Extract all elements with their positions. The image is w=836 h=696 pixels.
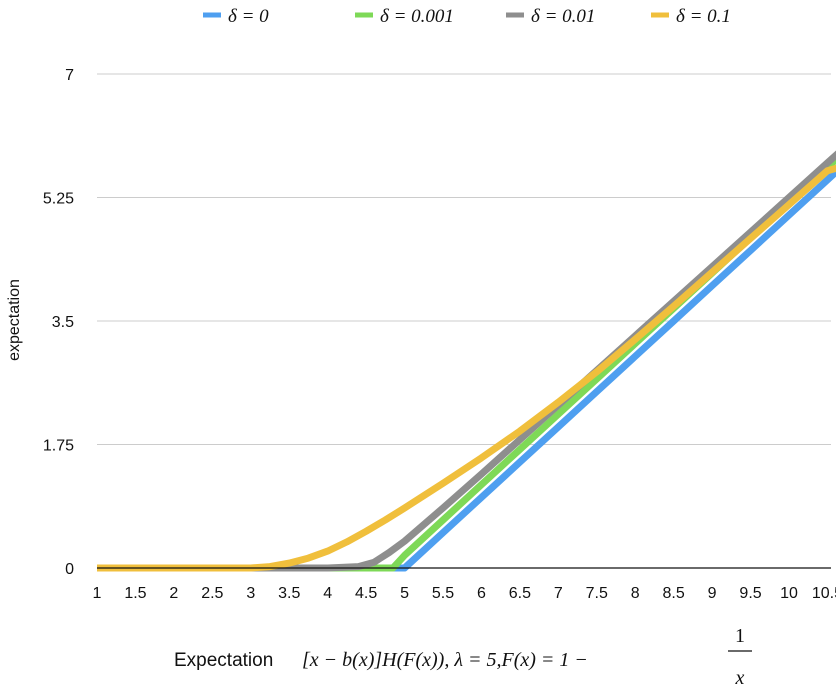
x-tick-label: 6.5 [509,585,531,602]
x-tick-label: 10.5 [812,585,836,602]
x-tick-label: 10 [780,585,798,602]
legend-entry: δ = 0.1 [676,6,731,27]
chart-title-formula: [x − b(x)]H(F(x)), λ = 5,F(x) = 1 − [302,649,588,671]
y-axis-ticks: 0 1.75 3.5 5.25 7 [43,67,74,578]
chart-title-text: Expectation [174,650,273,671]
x-tick-label: 4 [323,585,332,602]
x-tick-label: 1.5 [124,585,146,602]
x-tick-label: 1 [93,585,102,602]
series-line [97,167,836,572]
x-tick-label: 3 [246,585,255,602]
x-tick-label: 9.5 [739,585,761,602]
x-axis-ticks: 1 1.5 2 2.5 3 3.5 4 4.5 5 5.5 6 6.5 7 7.5 8 8.5 9 9.5 10 10… [93,585,836,602]
x-tick-label: 7 [554,585,563,602]
legend: δ = 0 δ = 0.001 δ = 0.01 δ = 0.1 [203,6,731,27]
x-tick-label: 6 [477,585,486,602]
legend-entry: δ = 0.01 [531,6,595,27]
y-tick-label: 5.25 [43,191,74,208]
series-line [97,154,836,572]
x-tick-label: 9 [708,585,717,602]
series-lines [97,150,836,572]
x-tick-label: 5 [400,585,409,602]
legend-entry: δ = 0 [228,6,269,27]
gridlines [97,73,831,445]
x-tick-label: 2.5 [201,585,223,602]
y-tick-label: 7 [65,67,74,84]
y-tick-label: 3.5 [52,314,74,331]
x-tick-label: 7.5 [586,585,608,602]
x-tick-label: 8.5 [663,585,685,602]
x-tick-label: 4.5 [355,585,377,602]
x-tick-label: 3.5 [278,585,300,602]
y-tick-label: 1.75 [43,438,74,455]
x-tick-label: 8 [631,585,640,602]
chart-title-fraction-denominator: x [735,667,745,689]
y-tick-label: 0 [65,561,74,578]
legend-entry: δ = 0.001 [380,6,454,27]
x-tick-label: 2 [169,585,178,602]
series-line [97,164,836,572]
chart-title-fraction-numerator: 1 [735,625,745,647]
y-axis-label: expectation [6,279,23,361]
x-tick-label: 5.5 [432,585,454,602]
